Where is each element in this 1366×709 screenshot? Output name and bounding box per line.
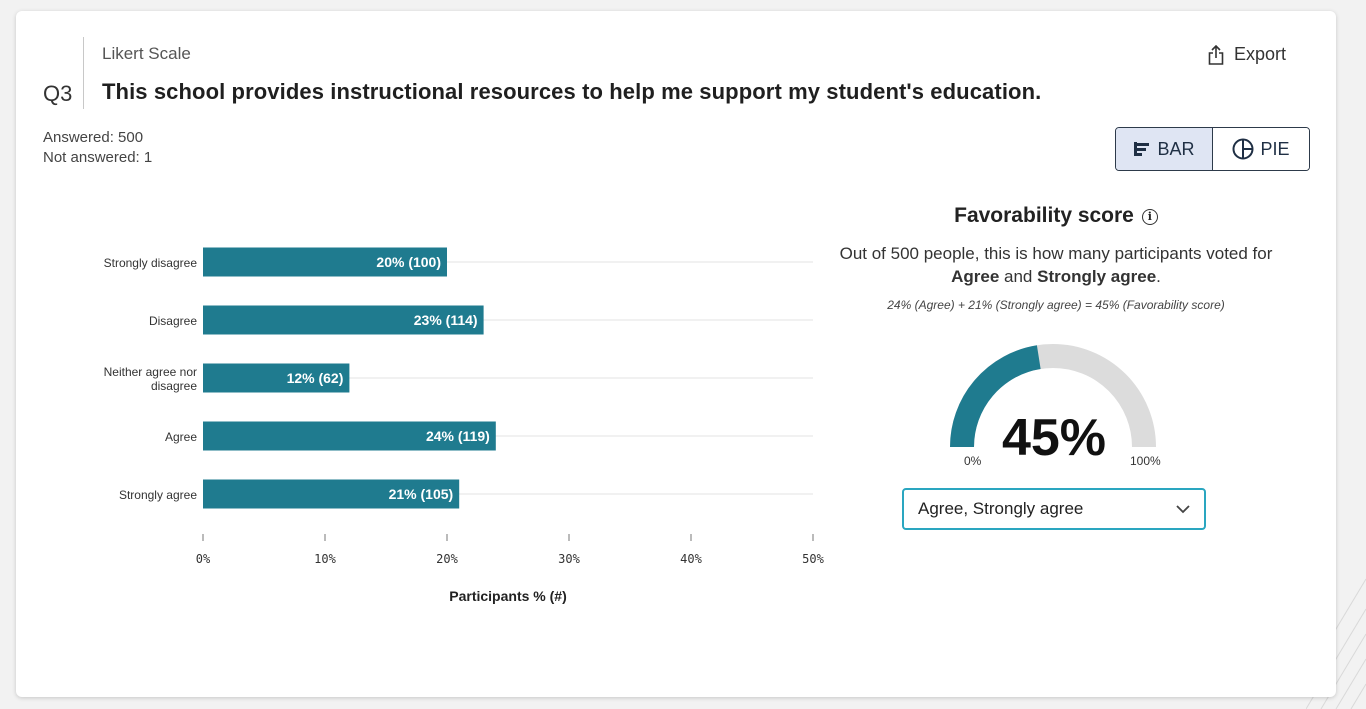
gauge-fill (950, 345, 1042, 448)
chevron-down-icon (1176, 504, 1190, 513)
response-stats: Answered: 500 Not answered: 1 (43, 128, 152, 168)
category-label: Agree (165, 430, 197, 444)
pie-chart-icon (1232, 138, 1254, 160)
favorability-description: Out of 500 people, this is how many part… (836, 242, 1276, 288)
export-label: Export (1234, 44, 1287, 64)
category-label: Neither agree nor disagree (104, 365, 198, 393)
question-card: Q3 Likert Scale This school provides ins… (16, 11, 1336, 697)
favorability-formula: 24% (Agree) + 21% (Strongly agree) = 45%… (887, 298, 1225, 312)
question-type: Likert Scale (102, 44, 191, 63)
question-number: Q3 (43, 81, 73, 106)
x-tick-label: 20% (436, 552, 458, 566)
favorability-period: . (1156, 267, 1161, 286)
favorability-description-text: Out of 500 people, this is how many part… (839, 244, 1273, 263)
response-filter-value: Agree, Strongly agree (918, 499, 1084, 518)
x-tick-label: 40% (680, 552, 702, 566)
favorability-score: 45% (1001, 409, 1107, 467)
info-icon[interactable]: i (1141, 209, 1158, 225)
response-filter-select[interactable]: Agree, Strongly agree (902, 488, 1206, 530)
answered-count: Answered: 500 (43, 129, 144, 146)
bar-data-label: 12% (62) (287, 370, 344, 386)
favorability-and: and (999, 267, 1038, 286)
export-button[interactable]: Export (1208, 44, 1286, 65)
strongly-agree-emphasis: Strongly agree (1037, 267, 1157, 286)
question-title: This school provides instructional resou… (102, 79, 1042, 104)
x-tick-label: 50% (802, 552, 824, 566)
bar (203, 479, 460, 509)
agree-emphasis: Agree (951, 267, 1000, 286)
bar-data-label: 20% (100) (376, 254, 441, 270)
bar-data-label: 21% (105) (389, 486, 454, 502)
bar-data-label: 23% (114) (414, 312, 478, 328)
bar-chart-icon (1134, 142, 1150, 156)
bar-chart: 20% (100) Strongly disagree 23% (114) Disag… (104, 247, 825, 604)
chart-view-toggle: BAR PIE (1115, 127, 1310, 171)
favorability-title: Favorability score i (836, 204, 1276, 228)
favorability-title-text: Favorability score (954, 204, 1134, 227)
gauge-min-label: 0% (964, 454, 982, 468)
bar (203, 305, 484, 335)
x-tick-label: 30% (558, 552, 580, 566)
pie-view-button[interactable]: PIE (1212, 128, 1309, 170)
bar-data-label: 24% (119) (426, 428, 490, 444)
share-icon (1208, 44, 1224, 65)
question-divider (83, 37, 84, 109)
bar (203, 421, 496, 451)
gauge-max-label: 100% (1130, 454, 1161, 468)
bar-view-label: BAR (1157, 138, 1195, 159)
favorability-gauge (950, 344, 1156, 448)
bar-view-button[interactable]: BAR (1116, 128, 1212, 170)
pie-view-label: PIE (1260, 138, 1290, 159)
category-label: Strongly agree (119, 488, 197, 502)
bar (203, 247, 447, 277)
not-answered-count: Not answered: 1 (43, 149, 153, 166)
category-label: Strongly disagree (104, 256, 198, 270)
category-label: Disagree (149, 314, 197, 328)
x-tick-label: 0% (196, 552, 211, 566)
x-axis-label: Participants % (#) (449, 588, 566, 604)
bar (203, 363, 350, 393)
x-tick-label: 10% (314, 552, 336, 566)
